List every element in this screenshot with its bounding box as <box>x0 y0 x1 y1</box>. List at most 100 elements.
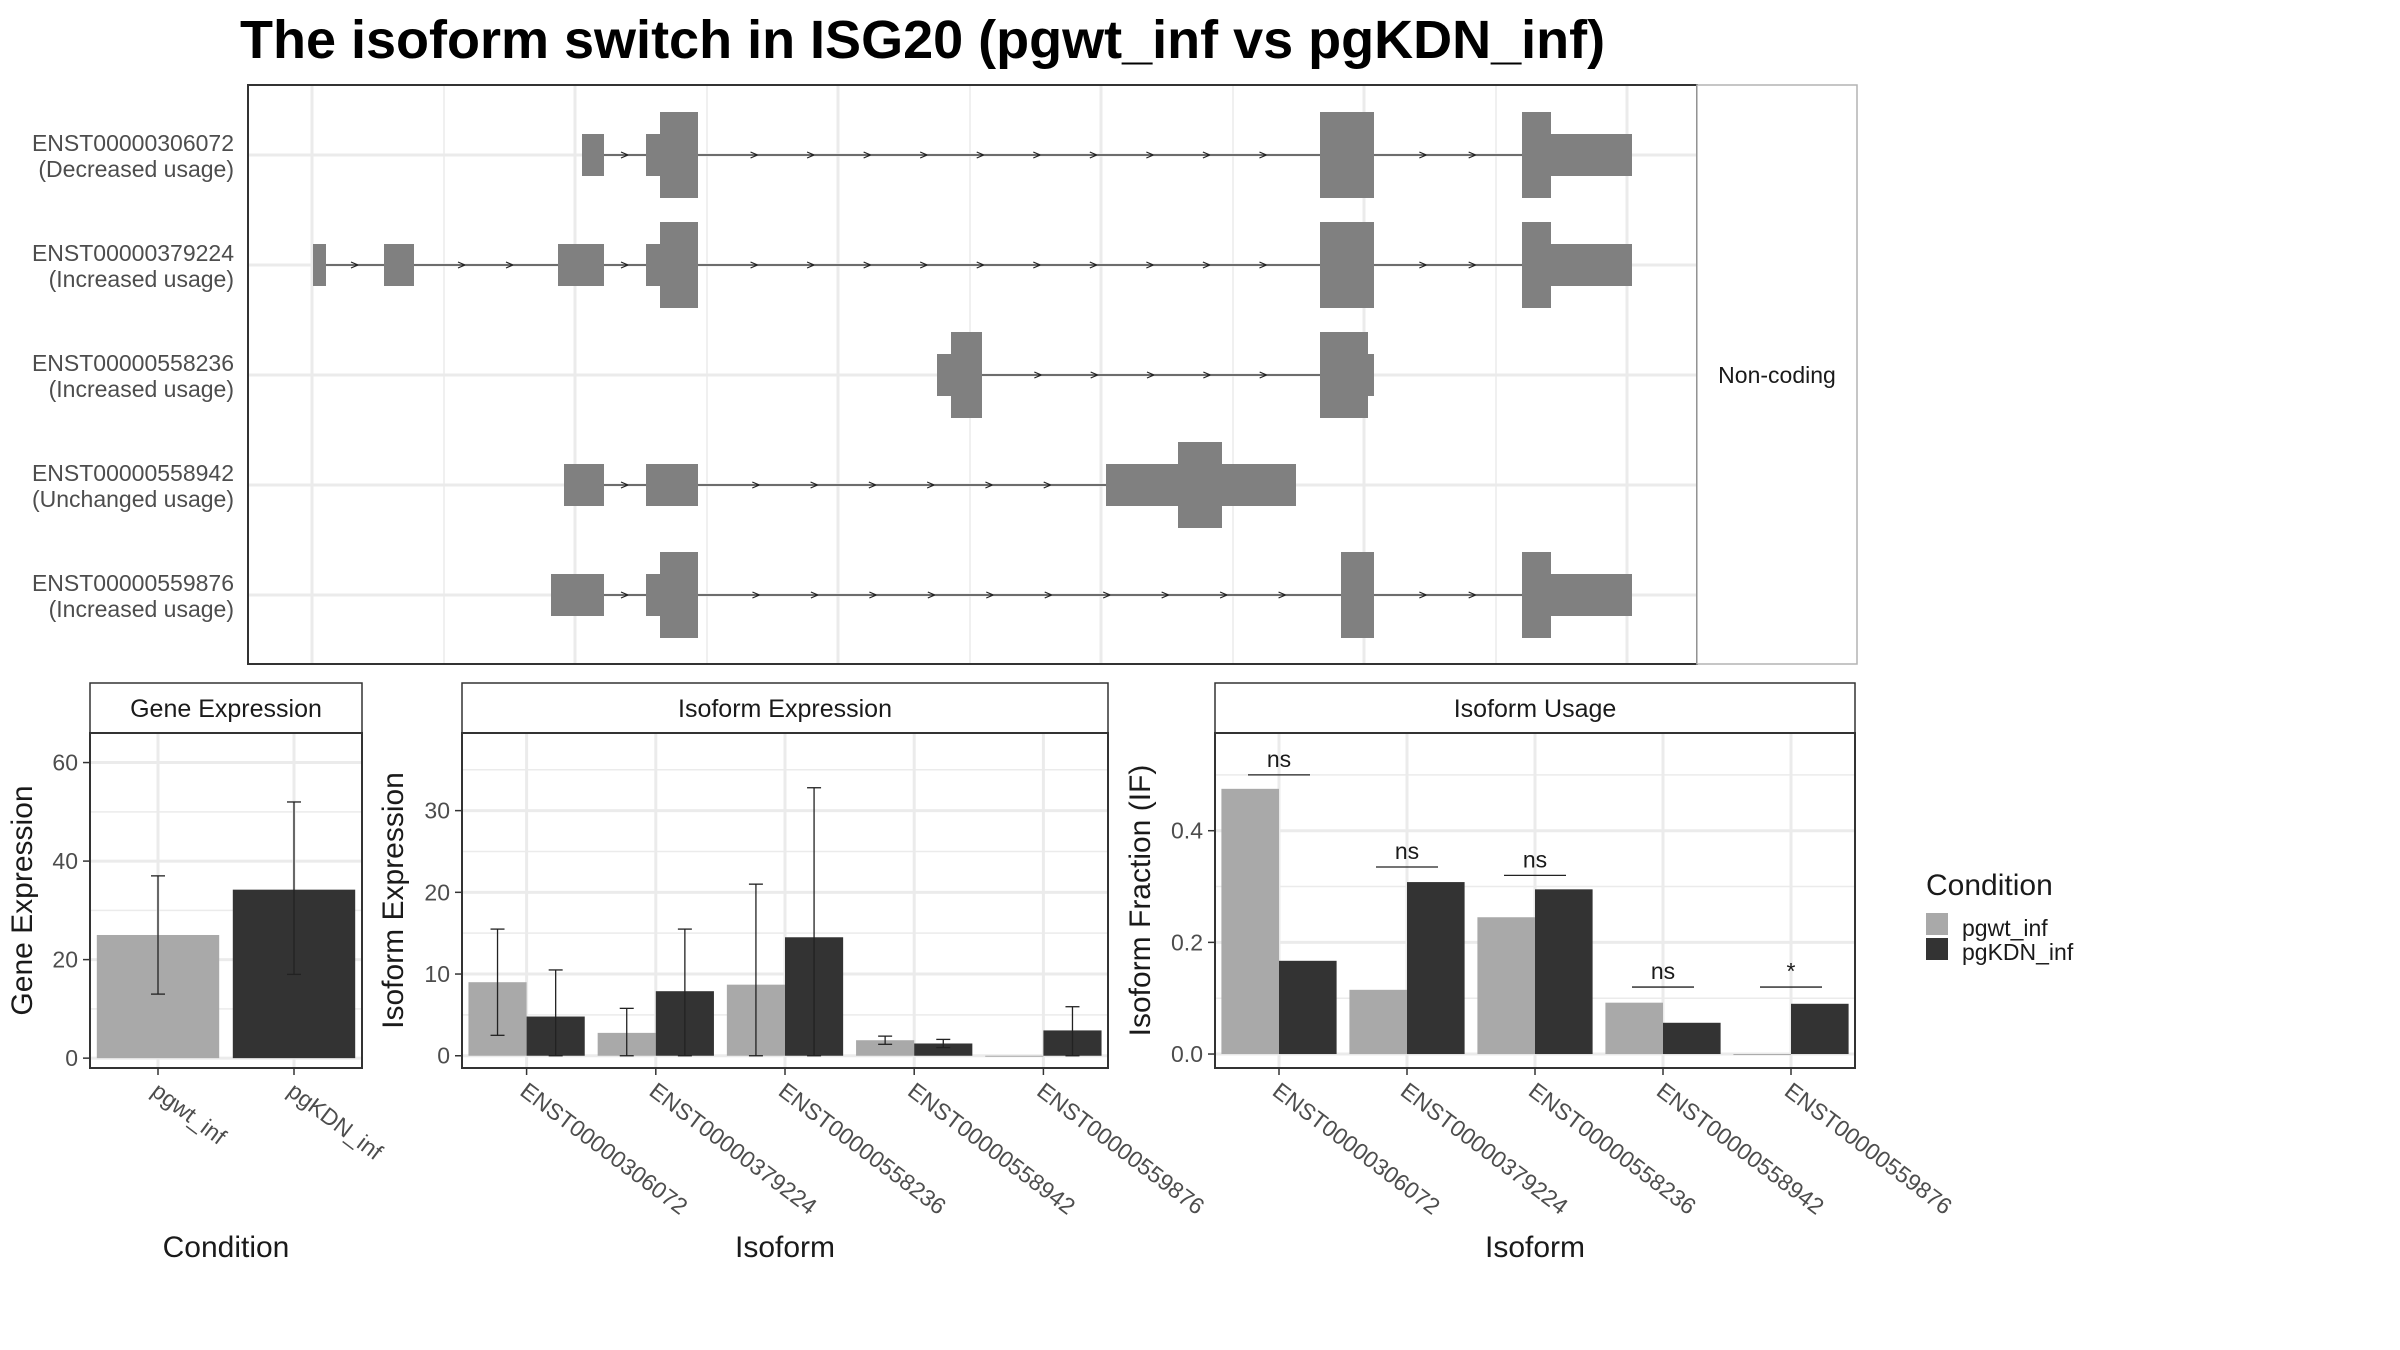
strand-arrow <box>1219 591 1229 599</box>
strand-arrow <box>350 261 360 269</box>
exon-block <box>1178 442 1222 528</box>
x-axis-title: Isoform <box>1485 1231 1585 1264</box>
isoform-usage-label: (Increased usage) <box>49 596 234 622</box>
strand-arrow <box>1259 261 1268 269</box>
significance-label: ns <box>1395 838 1419 864</box>
strand-arrow <box>1090 371 1100 379</box>
x-tick-label: pgKDN_inf <box>283 1077 388 1165</box>
bar-ENST00000558236-pgKDN_inf <box>1535 889 1593 1055</box>
exon-block <box>1222 464 1296 506</box>
y-tick-label: 40 <box>52 848 78 874</box>
panel-header <box>89 682 363 734</box>
strand-arrow <box>1033 151 1042 159</box>
isoform-id-label: ENST00000306072 <box>32 130 234 156</box>
strand-arrow <box>919 261 929 269</box>
isoform-id-label: ENST00000379224 <box>32 240 234 266</box>
strand-arrow <box>1146 151 1155 159</box>
strand-arrow <box>750 151 760 159</box>
strand-arrow <box>986 591 995 599</box>
strand-arrow <box>1259 151 1268 159</box>
strand-arrow <box>1202 151 1212 159</box>
significance-label: ns <box>1523 846 1547 872</box>
strand-arrow <box>806 261 816 269</box>
y-tick-label: 0.2 <box>1171 929 1203 955</box>
strand-arrow <box>1419 261 1428 269</box>
y-tick-label: 60 <box>52 750 78 776</box>
isoform-expression-panel: Isoform Expression0102030ENST00000306072… <box>377 682 1209 1264</box>
isoform-usage-label: (Increased usage) <box>49 266 234 292</box>
strand-arrow <box>1033 261 1042 269</box>
strand-arrow <box>1044 591 1054 599</box>
exon-block <box>660 552 698 638</box>
strand-arrow <box>926 481 936 489</box>
strand-arrow <box>457 261 467 269</box>
exon-block <box>1341 552 1374 638</box>
panel-header-label: Gene Expression <box>130 695 322 723</box>
strand-arrow <box>927 591 937 599</box>
strand-arrow <box>1043 481 1053 489</box>
strand-arrow <box>1089 151 1099 159</box>
isoform-id-label: ENST00000559876 <box>32 570 234 596</box>
exon-block <box>1551 244 1632 286</box>
exon-block <box>660 112 698 198</box>
significance-label: * <box>1787 958 1796 984</box>
bar-ENST00000558942-pgwt_inf <box>856 1040 915 1056</box>
bar-ENST00000379224-pgwt_inf <box>1349 989 1407 1055</box>
y-axis-title: Isoform Fraction (IF) <box>1124 765 1157 1037</box>
strand-arrow <box>1468 261 1478 269</box>
strand-arrow <box>1202 261 1212 269</box>
exon-block <box>646 244 660 286</box>
strand-arrow <box>620 151 630 159</box>
strand-arrow <box>1419 151 1428 159</box>
panel-header-label: Isoform Usage <box>1454 695 1617 723</box>
exon-block <box>646 134 660 176</box>
y-tick-label: 0 <box>437 1043 450 1069</box>
strand-arrow <box>1161 591 1171 599</box>
strand-arrow <box>1468 591 1478 599</box>
strand-arrow <box>810 481 820 489</box>
x-tick-label: pgwt_inf <box>147 1077 232 1150</box>
isoform-usage-label: (Unchanged usage) <box>32 486 234 512</box>
strand-arrow <box>1089 261 1099 269</box>
bar-ENST00000306072-pgKDN_inf <box>1279 960 1337 1055</box>
exon-block <box>1320 332 1368 418</box>
strand-arrow <box>976 261 986 269</box>
exon-block <box>1522 112 1551 198</box>
bar-ENST00000558236-pgwt_inf <box>1477 917 1535 1055</box>
strand-arrow <box>620 261 630 269</box>
strand-arrow <box>1146 261 1155 269</box>
strand-arrow <box>863 151 873 159</box>
strand-arrow <box>869 591 878 599</box>
significance-label: ns <box>1267 746 1291 772</box>
gene-structure-panel: ENST00000306072(Decreased usage) ENST0000… <box>32 84 1858 665</box>
strand-arrow <box>1468 151 1478 159</box>
exon-block <box>564 464 604 506</box>
y-tick-label: 30 <box>424 798 450 824</box>
y-axis-title: Gene Expression <box>6 785 39 1015</box>
strand-arrow <box>752 481 761 489</box>
strand-arrow <box>1146 371 1156 379</box>
y-tick-label: 0 <box>65 1045 78 1071</box>
bar-ENST00000558942-pgwt_inf <box>1605 1002 1663 1055</box>
y-tick-label: 10 <box>424 961 450 987</box>
bar-ENST00000559876-pgKDN_inf <box>1791 1003 1849 1055</box>
exon-block <box>646 574 660 616</box>
strand-arrow <box>919 151 929 159</box>
strand-arrow <box>1034 371 1043 379</box>
exon-block <box>646 464 698 506</box>
isoform-usage-label: (Decreased usage) <box>38 156 234 182</box>
bar-ENST00000558942-pgKDN_inf <box>1663 1022 1721 1055</box>
strand-arrow <box>976 151 986 159</box>
isoform-id-label: ENST00000558236 <box>32 350 234 376</box>
legend-label-pgwt_inf: pgwt_inf <box>1962 915 2048 941</box>
isoform-id-label: ENST00000558942 <box>32 460 234 486</box>
exon-block <box>1522 222 1551 308</box>
figure-title: The isoform switch in ISG20 (pgwt_inf vs… <box>240 10 1605 70</box>
significance-label: ns <box>1651 958 1675 984</box>
exon-block <box>1522 552 1551 638</box>
strand-arrow <box>1203 371 1212 379</box>
bar-ENST00000306072-pgwt_inf <box>1221 788 1279 1055</box>
exon-block <box>551 574 604 616</box>
